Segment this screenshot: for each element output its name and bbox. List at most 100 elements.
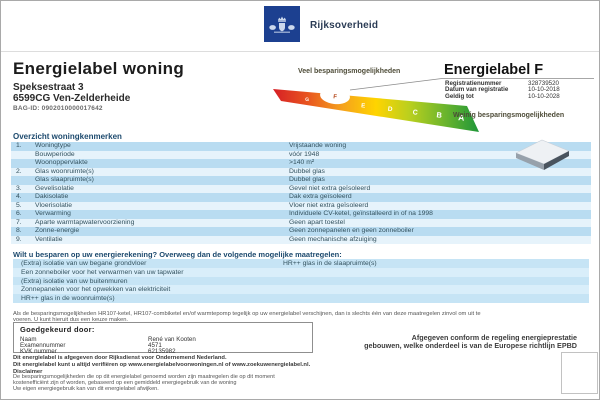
row-label: Verwarming	[35, 210, 71, 217]
approval-heading: Goedgekeurd door:	[20, 325, 95, 334]
page-title: Energielabel woning	[13, 59, 185, 78]
table-row: 2. Glas woonruimte(s) Dubbel glas	[11, 167, 591, 176]
row-number: 5.	[16, 201, 22, 209]
table-row: 3. Gevelisolatie Gevel niet extra geïsol…	[11, 184, 591, 193]
stamp-box	[561, 352, 598, 394]
field-value: 4571	[148, 341, 162, 349]
row-label: Bouwperiode	[35, 150, 75, 158]
rijksoverheid-logo	[264, 6, 300, 42]
scale-letter: E	[361, 103, 366, 109]
measure-right	[283, 268, 589, 277]
registration-field: Geldig tot 10-10-2028	[445, 92, 597, 100]
disclaimer-body: De besparingsmogelijkheden die op dit en…	[13, 374, 275, 393]
row-number	[11, 176, 35, 185]
field-value: René van Kooten	[148, 335, 196, 343]
characteristics-table: 1. Woningtype Vrijstaande woning Bouwper…	[11, 142, 591, 244]
row-label: Glas slaapruimte(s)	[35, 176, 94, 183]
registration-field: Registratienummer 328739520	[445, 80, 597, 87]
address-city: 6599CG Ven-Zelderheide	[13, 93, 131, 104]
label-marker-ellipse	[320, 87, 350, 105]
row-label: Zonne-energie	[35, 227, 80, 234]
approval-fields: Naam René van Kooten Examennummer 4571 K…	[20, 335, 312, 356]
footnote-line: voeren. U kunt hieruit dus een keuze mak…	[13, 317, 129, 324]
logo-wordmark: Rijksoverheid	[310, 20, 379, 31]
row-value: Dubbel glas	[289, 176, 325, 183]
field-value: 328739520	[528, 80, 559, 87]
row-number: 7.	[16, 218, 22, 226]
row-label: Woningtype	[35, 142, 71, 149]
registration-field: Datum van registratie 10-10-2018	[445, 86, 597, 94]
conform-statement: Afgegeven conform de regeling energiepre…	[327, 334, 577, 349]
table-row: 7. Aparte warmtapwatervoorziening Geen a…	[11, 218, 591, 227]
registration-fields: Registratienummer 328739520 Datum van re…	[445, 80, 597, 100]
table-row: 4. Dakisolatie Dak extra geïsoleerd	[11, 193, 591, 202]
measure-right	[283, 277, 589, 286]
field-label: KVK nummer	[20, 347, 57, 355]
table-heading: Overzicht woningkenmerken	[13, 132, 122, 141]
field-value: 10-10-2018	[528, 86, 560, 94]
scale-letter: C	[412, 109, 418, 116]
measures-heading: Wilt u besparen op uw energierekening? O…	[13, 250, 342, 259]
measure-left: Zonnepanelen voor het opwekken van elekt…	[21, 286, 171, 294]
table-row: Glas slaapruimte(s) Dubbel glas	[11, 176, 591, 185]
approval-box: Goedgekeurd door: Naam René van Kooten E…	[13, 322, 313, 356]
field-label: Registratienummer	[445, 80, 502, 87]
measure-left: Een zonneboiler voor het verwarmen van u…	[21, 268, 184, 276]
energy-label-heading: Energielabel F	[444, 62, 544, 78]
footnote-line: Als de besparingsmogelijkheden HR107-ket…	[13, 311, 481, 317]
field-value: 62135982	[148, 347, 176, 355]
disclaimer-line: De besparingsmogelijkheden die op dit en…	[13, 374, 275, 380]
row-value: Vrijstaande woning	[289, 142, 347, 149]
row-value: Dubbel glas	[289, 167, 325, 175]
row-value: Individuele CV-ketel, geïnstalleerd in o…	[289, 210, 433, 217]
measure-row: Zonnepanelen voor het opwekken van elekt…	[13, 285, 589, 295]
approval-field: Examennummer 4571	[20, 341, 312, 349]
row-label: Glas woonruimte(s)	[35, 167, 94, 175]
scale-letter: F	[333, 94, 338, 100]
row-number: 1.	[16, 142, 22, 149]
header-divider	[1, 51, 599, 52]
row-label: Woonoppervlakte	[35, 159, 88, 166]
field-label: Geldig tot	[445, 92, 474, 100]
row-value: >140 m²	[289, 159, 315, 166]
measure-row: (Extra) isolatie van uw buitenmuren	[13, 276, 589, 286]
field-label: Naam	[20, 335, 37, 343]
row-number: 9.	[16, 235, 22, 243]
field-label: Examennummer	[20, 341, 66, 349]
row-value: Dak extra geïsoleerd	[289, 193, 352, 200]
coat-of-arms-icon	[269, 16, 295, 33]
pointer-line-diagonal	[349, 78, 443, 91]
scale-letter: B	[436, 110, 443, 120]
measure-right	[283, 285, 589, 294]
row-value: Gevel niet extra geïsoleerd	[289, 184, 371, 192]
measures-box: (Extra) isolatie van uw begane grondvloe…	[13, 259, 589, 303]
row-value: Geen apart toestel	[289, 218, 345, 226]
house-icon	[515, 139, 570, 170]
measure-left: (Extra) isolatie van uw begane grondvloe…	[21, 260, 147, 267]
disclaimer-line: kostenefficiënt zijn of worden, gebaseer…	[13, 379, 237, 386]
measure-row: Een zonneboiler voor het verwarmen van u…	[13, 267, 589, 277]
measure-left: HR++ glas in de woonruimte(s)	[21, 295, 115, 303]
conform-line: Afgegeven conform de regeling energiepre…	[411, 333, 577, 342]
address-street: Speksestraat 3	[13, 82, 84, 93]
row-number: 2.	[16, 167, 22, 175]
row-number	[11, 151, 35, 160]
row-label: Vloerisolatie	[35, 201, 73, 209]
row-label: Ventilatie	[35, 235, 63, 243]
table-row: 8. Zonne-energie Geen zonnepanelen en ge…	[11, 227, 591, 236]
table-row: Bouwperiode vóór 1948	[11, 150, 591, 160]
measure-right	[283, 294, 589, 303]
field-value: 10-10-2028	[528, 92, 560, 100]
row-value: vóór 1948	[289, 150, 320, 158]
scale-letter: D	[387, 106, 393, 113]
table-row: 6. Verwarming Individuele CV-ketel, geïn…	[11, 210, 591, 219]
table-row: Woonoppervlakte >140 m²	[11, 159, 591, 168]
many-savings-caption: Veel besparingsmogelijkheden	[298, 68, 401, 75]
measures-footnote: Als de besparingsmogelijkheden HR107-ket…	[13, 311, 573, 324]
measure-row: (Extra) isolatie van uw begane grondvloe…	[13, 259, 589, 268]
row-label: Gevelisolatie	[35, 184, 74, 192]
row-number: 4.	[16, 193, 22, 200]
conform-line: gebouwen, welke onderdeel is van de Euro…	[364, 340, 577, 350]
measure-row: HR++ glas in de woonruimte(s)	[13, 294, 589, 303]
